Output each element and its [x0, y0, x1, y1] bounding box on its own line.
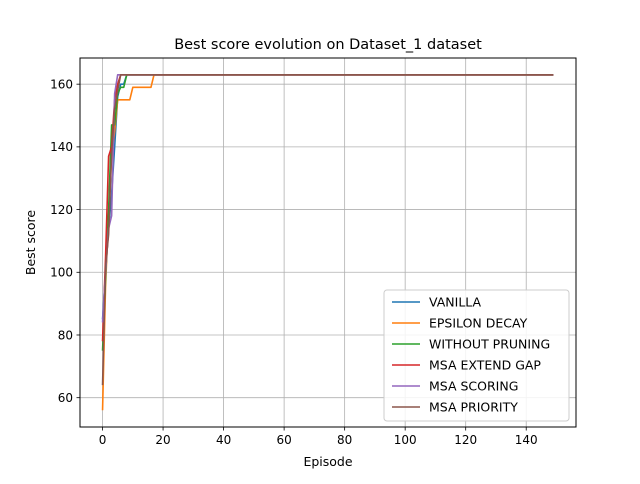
- legend-label: MSA SCORING: [429, 379, 518, 394]
- legend-label: WITHOUT PRUNING: [429, 337, 550, 352]
- axis-ticks: 0 20 40 60 80 100 120 140 60 80 100 120 140 160: [50, 77, 538, 447]
- y-tick-label: 100: [50, 266, 73, 280]
- legend-label: MSA PRIORITY: [429, 400, 518, 415]
- y-tick-label: 160: [50, 77, 73, 91]
- x-tick-label: 60: [276, 433, 291, 447]
- legend: VANILLA EPSILON DECAY WITHOUT PRUNING MSA E…: [383, 289, 570, 422]
- y-tick-label: 60: [58, 391, 73, 405]
- legend-label: EPSILON DECAY: [429, 316, 528, 331]
- y-axis-label: Best score: [23, 210, 38, 276]
- x-tick-label: 20: [155, 433, 170, 447]
- series-line-msa-priority: [101, 73, 554, 386]
- x-tick-label: 80: [337, 433, 352, 447]
- y-tick-label: 140: [50, 140, 73, 154]
- x-tick-label: 140: [515, 433, 538, 447]
- x-tick-label: 100: [394, 433, 417, 447]
- legend-box: [383, 289, 570, 422]
- series-lines: [101, 73, 554, 411]
- x-tick-label: 120: [454, 433, 477, 447]
- y-tick-label: 80: [58, 328, 73, 342]
- legend-label: MSA EXTEND GAP: [429, 358, 541, 373]
- x-axis-label: Episode: [303, 454, 352, 469]
- y-tick-label: 120: [50, 203, 73, 217]
- x-tick-label: 0: [99, 433, 107, 447]
- chart-title: Best score evolution on Dataset_1 datase…: [174, 37, 482, 53]
- legend-label: VANILLA: [429, 295, 482, 310]
- plot-frame: [79, 57, 577, 428]
- x-tick-label: 40: [216, 433, 231, 447]
